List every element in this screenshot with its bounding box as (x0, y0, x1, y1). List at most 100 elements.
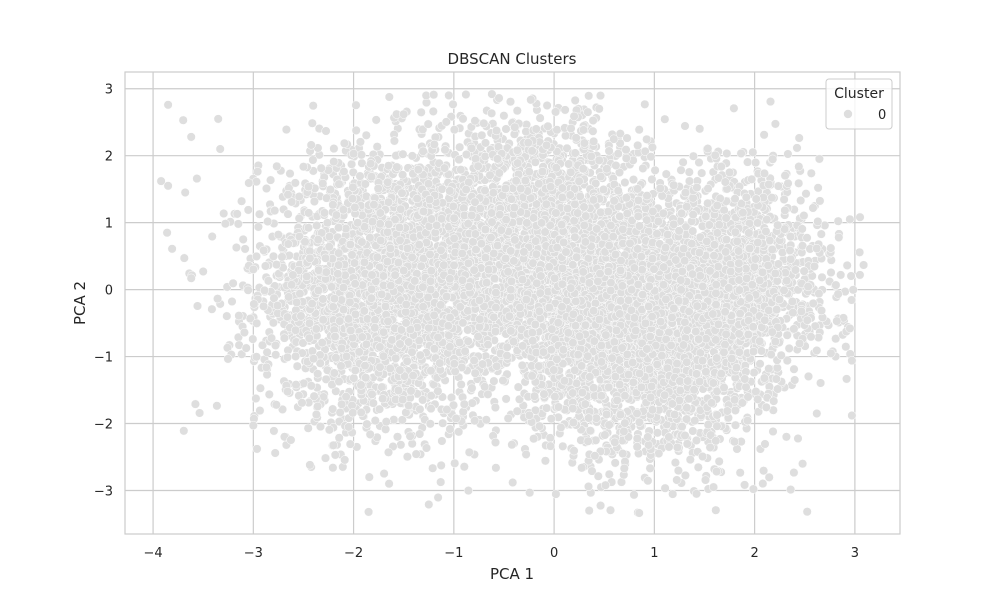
data-point (279, 333, 289, 343)
data-point (321, 126, 331, 136)
data-point (355, 171, 365, 181)
data-point (640, 99, 650, 109)
data-point (360, 361, 370, 371)
data-point (429, 139, 439, 149)
data-point (370, 315, 380, 325)
data-point (190, 399, 200, 409)
data-point (436, 245, 446, 255)
data-point (295, 289, 305, 299)
data-point (490, 402, 500, 413)
data-point (311, 409, 321, 420)
data-point (381, 417, 391, 427)
data-point (398, 149, 408, 159)
data-point (338, 205, 348, 215)
data-point (285, 169, 295, 179)
data-point (277, 404, 288, 414)
data-point (316, 163, 326, 173)
data-point (395, 365, 405, 375)
data-point (423, 292, 433, 302)
data-point (402, 356, 412, 366)
data-point (328, 200, 338, 210)
data-point (305, 253, 315, 263)
data-point (270, 206, 280, 216)
data-point (383, 227, 393, 237)
data-point (271, 260, 282, 270)
data-point (346, 325, 356, 336)
data-point (461, 89, 471, 100)
data-point (634, 125, 644, 135)
data-point (382, 257, 392, 267)
data-point (512, 106, 522, 116)
data-point (433, 492, 443, 503)
data-point (259, 285, 270, 295)
data-point (361, 191, 371, 201)
data-point (179, 253, 189, 263)
data-point (212, 401, 222, 411)
data-point (378, 351, 389, 361)
data-point (313, 235, 323, 245)
data-point (259, 245, 269, 255)
data-point (542, 100, 552, 111)
data-point (418, 282, 428, 292)
data-point (309, 354, 319, 364)
data-point (445, 342, 455, 352)
data-point (251, 251, 262, 261)
data-point (298, 162, 309, 172)
data-point (319, 208, 330, 218)
data-point (233, 219, 243, 229)
data-point (378, 394, 388, 404)
data-point (350, 365, 360, 375)
data-point (277, 252, 287, 262)
data-point (552, 125, 562, 135)
data-point (365, 429, 375, 439)
data-point (306, 140, 316, 150)
data-point (308, 101, 318, 111)
data-point (268, 251, 279, 261)
data-point (385, 243, 395, 253)
data-point (294, 192, 304, 202)
data-point (239, 327, 249, 338)
data-point (308, 155, 318, 165)
data-point (448, 99, 458, 109)
data-point (437, 436, 447, 446)
data-point (341, 351, 352, 361)
data-point (286, 435, 296, 445)
data-point (584, 91, 594, 101)
data-point (255, 383, 265, 393)
data-point (480, 151, 490, 162)
data-point (351, 100, 361, 110)
data-point (340, 455, 350, 465)
data-point (244, 178, 254, 188)
data-point (571, 133, 581, 143)
data-point (451, 413, 461, 424)
data-point (266, 333, 277, 343)
data-point (355, 137, 365, 147)
data-point (328, 463, 338, 473)
data-point (415, 404, 425, 414)
data-point (398, 395, 408, 405)
data-point (315, 422, 326, 432)
data-point (283, 209, 293, 219)
data-point (329, 157, 339, 167)
data-point (337, 343, 347, 353)
data-point (406, 386, 416, 396)
data-point (329, 368, 339, 378)
data-point (477, 130, 487, 140)
data-point (441, 117, 451, 127)
data-point (405, 431, 415, 441)
data-point (440, 163, 450, 173)
data-point (384, 479, 394, 489)
data-point (459, 462, 469, 472)
data-point (237, 349, 247, 359)
data-point (371, 115, 381, 125)
data-point (424, 323, 434, 333)
data-point (389, 136, 399, 146)
data-point (359, 306, 369, 316)
data-point (470, 368, 480, 378)
data-point (467, 398, 477, 408)
data-point (421, 90, 431, 101)
data-point (241, 343, 251, 353)
data-point (407, 347, 417, 357)
data-point (349, 373, 359, 383)
data-point (307, 346, 317, 356)
